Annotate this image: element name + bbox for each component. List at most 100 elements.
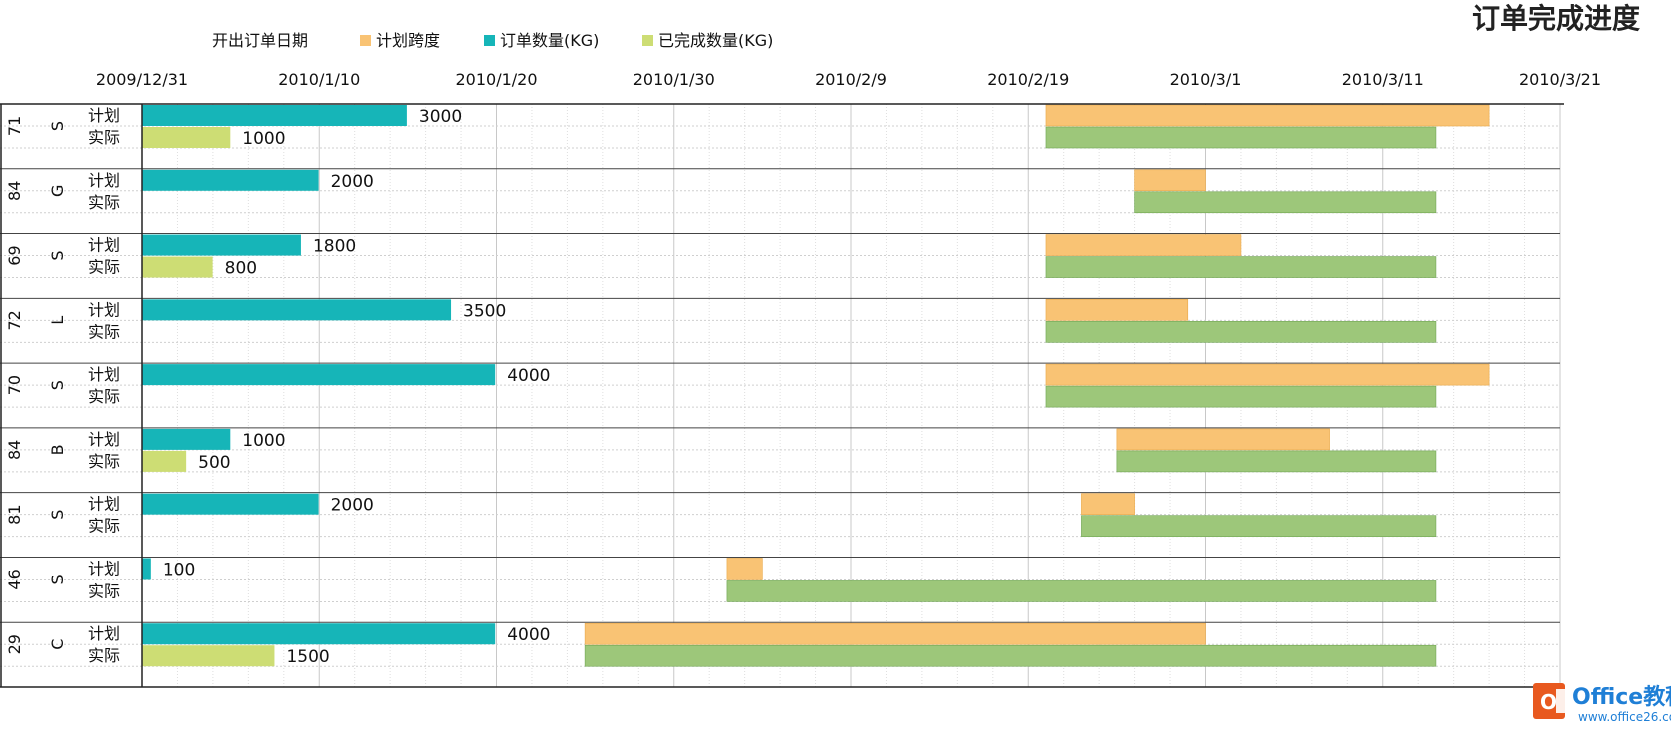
order-id-label: 29 xyxy=(5,634,24,654)
plan-label: 计划 xyxy=(88,365,120,384)
actual-label: 实际 xyxy=(88,387,120,406)
quantity-data-label: 2000 xyxy=(331,172,374,192)
legend-swatch xyxy=(360,35,371,46)
completed-data-label: 1000 xyxy=(242,129,285,149)
actual-label: 实际 xyxy=(88,322,120,341)
legend-label: 订单数量(KG) xyxy=(500,31,599,50)
actual-label: 实际 xyxy=(88,193,120,212)
quantity-data-label: 4000 xyxy=(507,625,550,645)
x-tick-label: 2010/3/21 xyxy=(1519,70,1601,89)
quantity-data-label: 1800 xyxy=(313,237,356,257)
x-tick-label: 2010/1/20 xyxy=(455,70,537,89)
plan-label: 计划 xyxy=(88,236,120,255)
actual-span-bar xyxy=(1045,321,1437,343)
actual-span-bar xyxy=(1116,450,1437,473)
plan-span-bar xyxy=(726,558,763,580)
order-type-label: S xyxy=(48,574,67,584)
quantity-bar xyxy=(142,299,452,321)
order-type-label: S xyxy=(48,121,67,131)
quantity-bar xyxy=(142,428,231,450)
quantity-data-label: 100 xyxy=(163,560,195,580)
legend-label: 开出订单日期 xyxy=(212,31,308,50)
x-axis-ticks: 2009/12/31 2010/1/10 2010/1/20 2010/1/30 201… xyxy=(96,70,1601,89)
actual-span-bar xyxy=(1045,256,1437,278)
order-id-label: 84 xyxy=(5,181,24,201)
plan-label: 计划 xyxy=(88,106,120,125)
completed-bar xyxy=(142,645,275,667)
plan-span-bar xyxy=(584,622,1206,645)
x-tick-label: 2010/1/30 xyxy=(633,70,715,89)
order-type-label: S xyxy=(48,250,67,260)
order-id-label: 72 xyxy=(5,310,24,330)
legend-item: 计划跨度 xyxy=(360,31,440,50)
x-tick-label: 2010/2/19 xyxy=(987,70,1069,89)
order-type-label: S xyxy=(48,510,67,520)
order-id-label: 81 xyxy=(5,504,24,524)
completed-data-label: 800 xyxy=(225,259,257,279)
quantity-data-label: 4000 xyxy=(507,366,550,386)
quantity-data-label: 1000 xyxy=(242,431,285,451)
plan-label: 计划 xyxy=(88,300,120,319)
actual-label: 实际 xyxy=(88,646,120,665)
quantity-data-label: 3500 xyxy=(463,301,506,321)
x-tick-label: 2010/3/11 xyxy=(1342,70,1424,89)
plan-span-bar xyxy=(1081,493,1135,515)
quantity-bar xyxy=(142,558,151,580)
x-tick-label: 2010/3/1 xyxy=(1170,70,1242,89)
order-id-label: 70 xyxy=(5,375,24,395)
order-id-label: 84 xyxy=(5,440,24,460)
order-id-label: 69 xyxy=(5,245,24,265)
actual-span-bar xyxy=(584,644,1437,667)
legend-swatch xyxy=(642,35,653,46)
plan-span-bar xyxy=(1045,299,1189,321)
actual-label: 实际 xyxy=(88,258,120,277)
actual-label: 实际 xyxy=(88,452,120,471)
order-id-label: 71 xyxy=(5,116,24,136)
actual-label: 实际 xyxy=(88,517,120,536)
order-type-label: C xyxy=(48,639,67,650)
actual-span-bar xyxy=(1045,126,1437,149)
quantity-bar xyxy=(142,105,407,126)
legend-item: 订单数量(KG) xyxy=(484,31,599,50)
quantity-data-label: 2000 xyxy=(331,496,374,516)
legend-item: 开出订单日期 xyxy=(212,31,308,50)
legend-swatch xyxy=(484,35,495,46)
plan-label: 计划 xyxy=(88,559,120,578)
office-logo-icon: O xyxy=(1533,683,1570,719)
watermark-url: www.office26.com xyxy=(1578,710,1671,724)
order-type-label: G xyxy=(48,185,67,197)
actual-span-bar xyxy=(1045,385,1437,408)
actual-span-bar xyxy=(1081,515,1437,537)
plot-frame xyxy=(0,103,1564,688)
plan-label: 计划 xyxy=(88,495,120,514)
actual-span-bar xyxy=(1134,191,1437,214)
completed-bar xyxy=(142,450,187,472)
legend-item: 已完成数量(KG) xyxy=(642,31,773,50)
watermark: O Office教程网 www.office26.com xyxy=(1533,683,1671,724)
completed-data-label: 1500 xyxy=(286,647,329,667)
plan-span-bar xyxy=(1116,428,1330,451)
legend: 开出订单日期 计划跨度 订单数量(KG) 已完成数量(KG) xyxy=(212,31,773,50)
plan-label: 计划 xyxy=(88,624,120,643)
quantity-bar xyxy=(142,364,496,386)
plan-span-bar xyxy=(1045,104,1490,127)
plan-span-bar xyxy=(1045,363,1490,386)
x-tick-label: 2010/1/10 xyxy=(278,70,360,89)
legend-label: 计划跨度 xyxy=(376,31,440,50)
order-type-label: B xyxy=(48,444,67,455)
plan-span-bar xyxy=(1045,234,1242,256)
actual-label: 实际 xyxy=(88,128,120,147)
plan-span-bar xyxy=(1134,169,1206,192)
plan-label: 计划 xyxy=(88,430,120,449)
quantity-bar xyxy=(142,493,319,515)
completed-bar xyxy=(142,256,213,278)
